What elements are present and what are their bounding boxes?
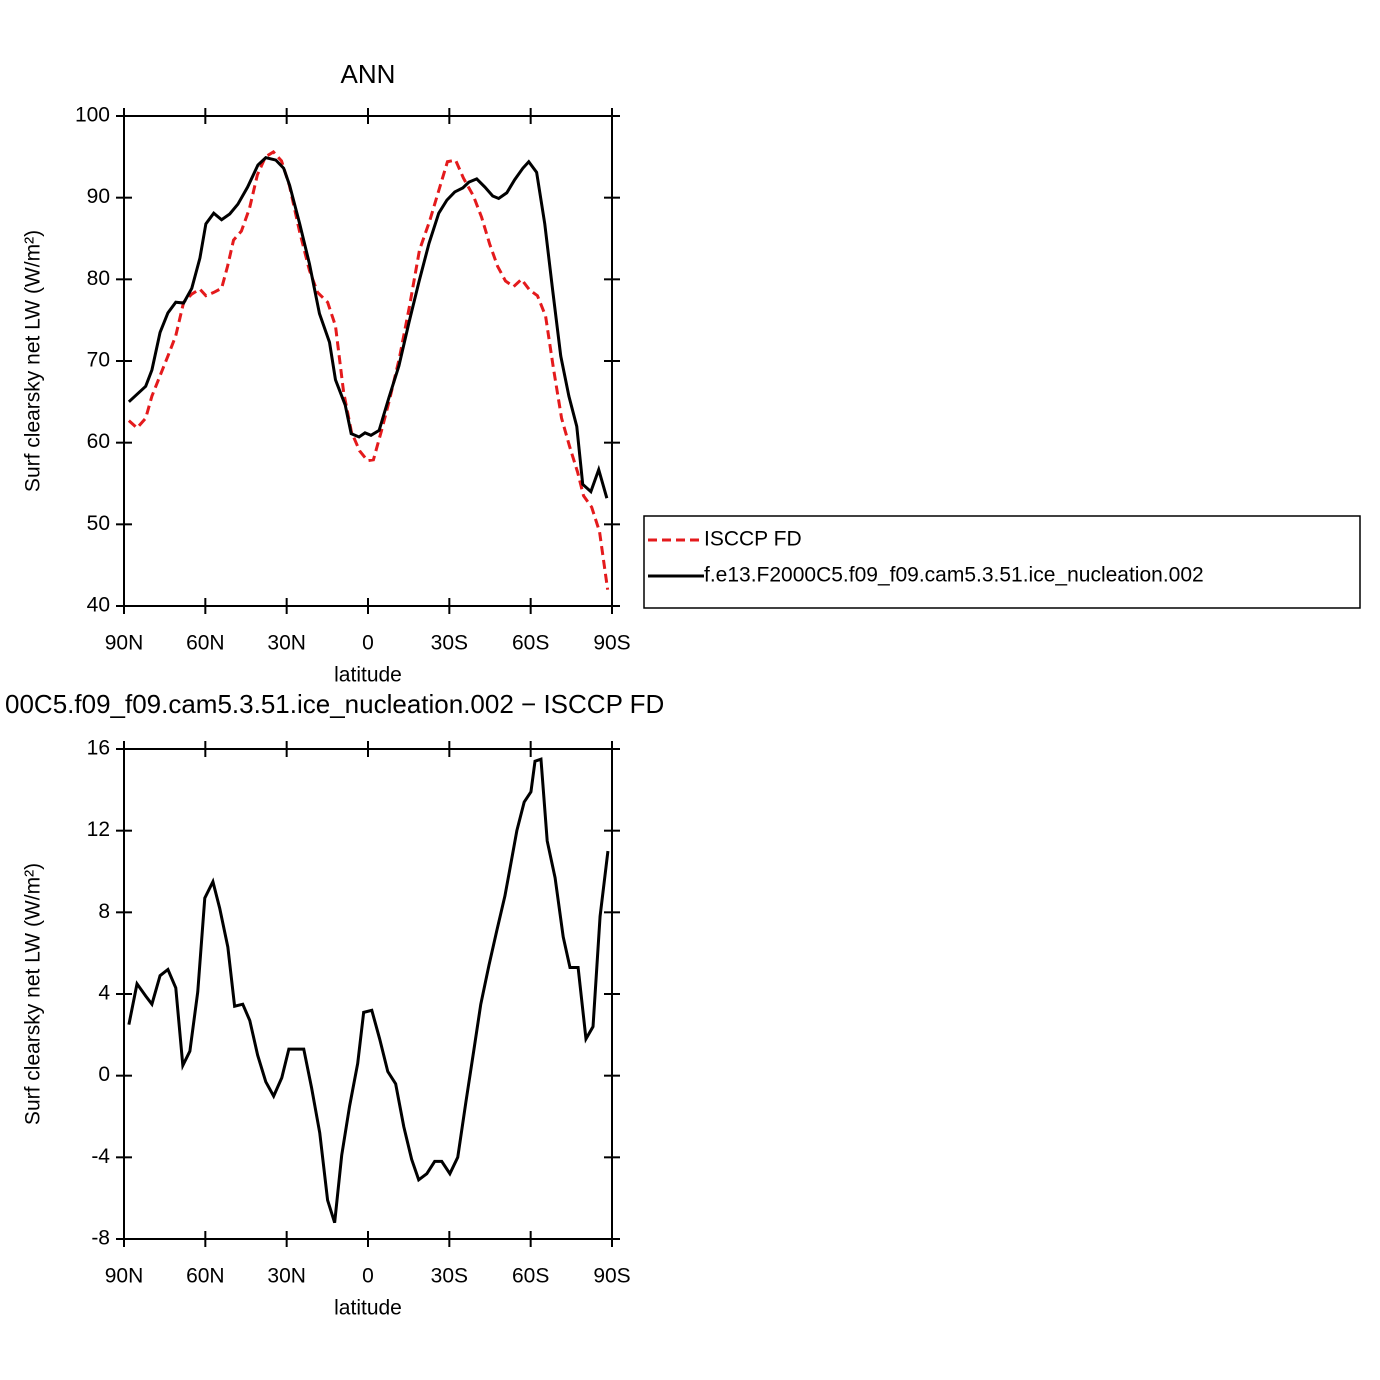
y-tick-label: 0: [98, 1063, 110, 1086]
y-axis-label: Surf clearsky net LW (W/m²): [22, 863, 45, 1125]
x-axis-label: latitude: [334, 664, 402, 687]
data-line: [127, 156, 609, 499]
y-tick-label: -4: [91, 1145, 110, 1168]
y-tick-label: 70: [87, 349, 110, 372]
x-tick-label: 0: [362, 632, 374, 655]
chart-title: 00C5.f09_f09.cam5.3.51.ice_nucleation.00…: [5, 689, 664, 719]
x-tick-label: 60S: [512, 1265, 549, 1288]
y-tick-label: 4: [98, 982, 110, 1005]
data-line: [127, 757, 610, 1224]
x-tick-label: 30N: [267, 632, 306, 655]
x-tick-label: 30N: [267, 1265, 306, 1288]
data-line: [127, 149, 610, 590]
y-axis-label: Surf clearsky net LW (W/m²): [22, 230, 45, 492]
x-tick-label: 90N: [105, 632, 144, 655]
y-tick-label: 60: [87, 430, 110, 453]
x-tick-label: 60N: [186, 1265, 225, 1288]
x-tick-label: 60N: [186, 632, 225, 655]
legend-box: [643, 515, 1361, 609]
y-tick-label: 80: [87, 267, 110, 290]
x-tick-label: 0: [362, 1265, 374, 1288]
y-tick-label: 12: [87, 818, 110, 841]
x-tick-label: 90N: [105, 1265, 144, 1288]
y-tick-label: 100: [75, 104, 110, 127]
y-tick-label: -8: [91, 1227, 110, 1250]
chart-title: ANN: [341, 59, 396, 89]
y-tick-label: 16: [87, 737, 110, 760]
legend-label: ISCCP FD: [704, 528, 802, 551]
x-tick-label: 30S: [431, 1265, 468, 1288]
y-tick-label: 40: [87, 594, 110, 617]
x-tick-label: 90S: [593, 632, 630, 655]
legend-label: f.e13.F2000C5.f09_f09.cam5.3.51.ice_nucl…: [704, 564, 1204, 587]
x-tick-label: 30S: [431, 632, 468, 655]
x-tick-label: 60S: [512, 632, 549, 655]
x-tick-label: 90S: [593, 1265, 630, 1288]
x-axis-label: latitude: [334, 1297, 402, 1320]
y-tick-label: 90: [87, 185, 110, 208]
y-tick-label: 8: [98, 900, 110, 923]
y-tick-label: 50: [87, 512, 110, 535]
